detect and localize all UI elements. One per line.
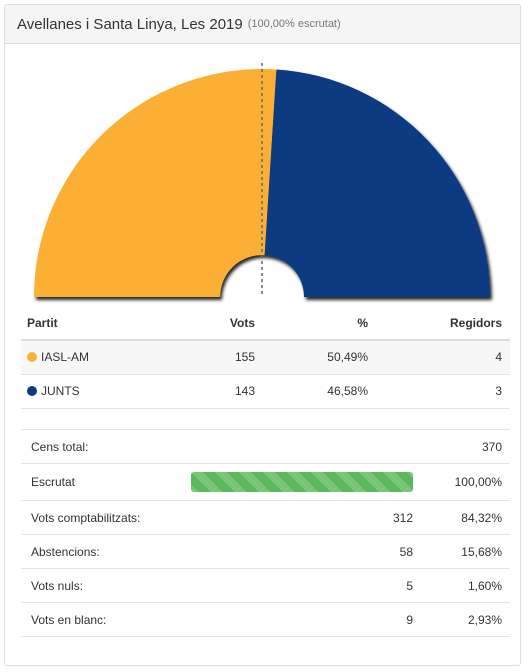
party-votes: 143 xyxy=(171,374,255,409)
page-title: Avellanes i Santa Linya, Les 2019 xyxy=(17,15,243,33)
scrutiny-pct: 100,00% xyxy=(413,463,510,501)
null-votes-value: 5 xyxy=(181,568,413,603)
blank-votes-label: Vots en blanc: xyxy=(21,602,181,637)
stats-row-blank: Vots en blanc: 9 2,93% xyxy=(21,602,510,637)
abstentions-pct: 15,68% xyxy=(413,534,510,569)
results-card: Avellanes i Santa Linya, Les 2019 (100,0… xyxy=(4,4,521,666)
party-pct: 50,49% xyxy=(255,340,368,375)
col-header-votes[interactable]: Vots xyxy=(171,307,255,341)
stats-row-counted: Vots comptabilitzats: 312 84,32% xyxy=(21,500,510,535)
counted-value: 312 xyxy=(181,500,413,535)
abstentions-label: Abstencions: xyxy=(21,534,181,569)
census-label: Cens total: xyxy=(21,429,181,464)
seat-chart-svg xyxy=(34,63,490,297)
seat-chart xyxy=(5,45,520,307)
seat-slice-junts[interactable] xyxy=(264,69,490,297)
party-seats: 4 xyxy=(368,340,510,375)
blank-votes-pct: 2,93% xyxy=(413,602,510,637)
counted-label: Vots comptabilitzats: xyxy=(21,500,181,535)
scrutiny-subtitle: (100,00% escrutat) xyxy=(247,18,341,30)
party-color-dot xyxy=(27,352,37,363)
blank-votes-value: 9 xyxy=(181,602,413,637)
col-header-party[interactable]: Partit xyxy=(21,307,171,341)
null-votes-pct: 1,60% xyxy=(413,568,510,603)
card-header: Avellanes i Santa Linya, Les 2019 (100,0… xyxy=(5,5,520,44)
results-table: Partit Vots % Regidors IASL-AM 155 50,49… xyxy=(21,307,510,409)
stats-row-scrutiny: Escrutat 100,00% xyxy=(21,463,510,501)
scrutiny-progress-bar xyxy=(191,472,413,492)
table-row: IASL-AM 155 50,49% 4 xyxy=(21,340,510,375)
party-name: IASL-AM xyxy=(41,350,90,365)
party-seats: 3 xyxy=(368,374,510,409)
party-color-dot xyxy=(27,386,37,396)
seat-slice-iasl-am[interactable] xyxy=(34,68,277,297)
col-header-seats[interactable]: Regidors xyxy=(368,307,510,341)
counted-pct: 84,32% xyxy=(413,500,510,535)
stats-table: Cens total: 370 Escrutat 100,00% Vots co… xyxy=(21,429,510,637)
table-header-row: Partit Vots % Regidors xyxy=(21,307,510,341)
party-votes: 155 xyxy=(171,340,255,375)
stats-row-abstentions: Abstencions: 58 15,68% xyxy=(21,534,510,569)
party-name: JUNTS xyxy=(41,384,80,398)
scrutiny-label: Escrutat xyxy=(21,463,181,501)
stats-row-null: Vots nuls: 5 1,60% xyxy=(21,568,510,603)
col-header-pct[interactable]: % xyxy=(255,307,368,341)
party-pct: 46,58% xyxy=(255,374,368,409)
table-row: JUNTS 143 46,58% 3 xyxy=(21,374,510,409)
abstentions-value: 58 xyxy=(181,534,413,569)
census-value: 370 xyxy=(413,429,510,464)
stats-row-census: Cens total: 370 xyxy=(21,429,510,464)
null-votes-label: Vots nuls: xyxy=(21,568,181,603)
